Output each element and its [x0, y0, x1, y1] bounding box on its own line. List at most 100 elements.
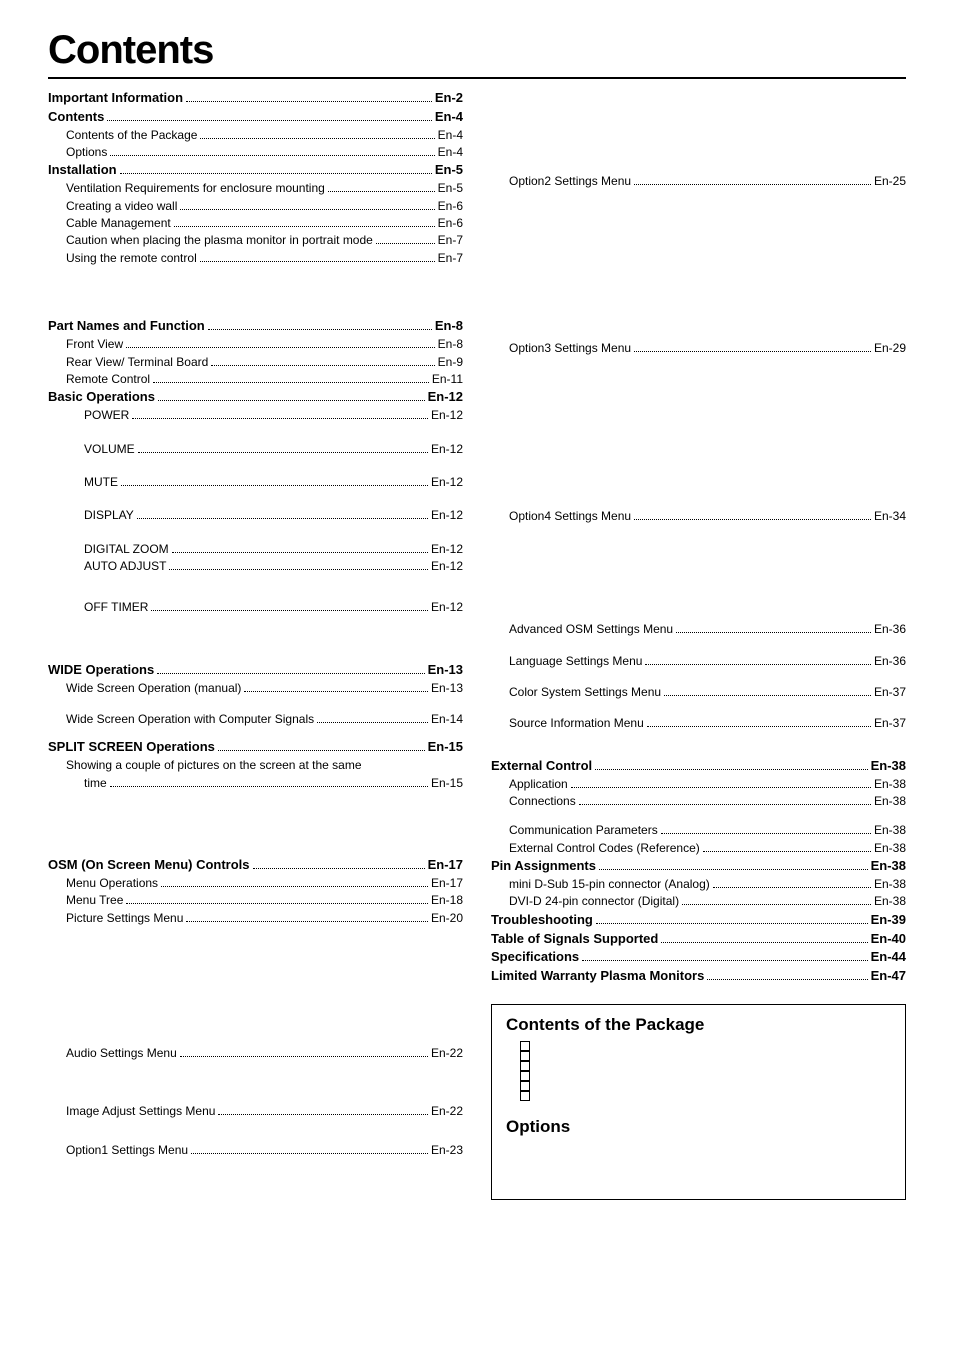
- toc-line: Source Information MenuEn-37: [491, 715, 906, 732]
- spacer: [48, 425, 463, 441]
- toc-page: En-14: [431, 711, 463, 728]
- toc-page: En-5: [438, 180, 463, 197]
- leader-dots: [218, 750, 425, 751]
- leader-dots: [110, 786, 428, 787]
- toc-page: En-15: [431, 775, 463, 792]
- leader-dots: [121, 485, 428, 486]
- toc-line: Creating a video wallEn-6: [48, 198, 463, 215]
- leader-dots: [120, 173, 432, 174]
- toc-line: InstallationEn-5: [48, 161, 463, 180]
- toc-entry: Contents of the Package: [66, 127, 197, 144]
- toc-page: En-38: [874, 893, 906, 910]
- leader-dots: [661, 833, 871, 834]
- toc-heading: Pin Assignments: [491, 857, 596, 876]
- toc-heading: OSM (On Screen Menu) Controls: [48, 856, 250, 875]
- toc-entry: Color System Settings Menu: [509, 684, 661, 701]
- toc-page: En-12: [431, 558, 463, 575]
- toc-line: Image Adjust Settings MenuEn-22: [48, 1103, 463, 1120]
- leader-dots: [138, 452, 428, 453]
- checklist-item: [520, 1041, 891, 1051]
- toc-entry: Caution when placing the plasma monitor …: [66, 232, 373, 249]
- title-rule: [48, 77, 906, 79]
- toc-line: Contents of the PackageEn-4: [48, 127, 463, 144]
- toc-line: TroubleshootingEn-39: [491, 911, 906, 930]
- leader-dots: [191, 1153, 428, 1154]
- checkbox-icon: [520, 1061, 530, 1071]
- toc-page: En-4: [435, 108, 463, 127]
- toc-page: En-13: [431, 680, 463, 697]
- leader-dots: [703, 851, 871, 852]
- toc-heading: Limited Warranty Plasma Monitors: [491, 967, 704, 986]
- toc-page: En-38: [874, 876, 906, 893]
- leader-dots: [126, 347, 435, 348]
- spacer: [48, 792, 463, 856]
- leader-dots: [682, 904, 871, 905]
- toc-page: En-6: [438, 198, 463, 215]
- leader-dots: [161, 886, 428, 887]
- toc-page: En-2: [435, 89, 463, 108]
- toc-page: En-12: [431, 441, 463, 458]
- spacer: [491, 639, 906, 653]
- toc-entry: DISPLAY: [84, 507, 134, 524]
- toc-heading: SPLIT SCREEN Operations: [48, 738, 215, 757]
- toc-line: Showing a couple of pictures on the scre…: [48, 757, 463, 774]
- toc-entry: Language Settings Menu: [509, 653, 642, 670]
- spacer: [48, 617, 463, 661]
- toc-entry: Cable Management: [66, 215, 171, 232]
- toc-entry: Options: [66, 144, 107, 161]
- toc-line: Caution when placing the plasma monitor …: [48, 232, 463, 249]
- toc-entry: Advanced OSM Settings Menu: [509, 621, 673, 638]
- toc-heading: Specifications: [491, 948, 579, 967]
- spacer: [48, 1120, 463, 1142]
- leader-dots: [200, 138, 434, 139]
- toc-page: En-5: [435, 161, 463, 180]
- toc-entry: Option1 Settings Menu: [66, 1142, 188, 1159]
- toc-page: En-20: [431, 910, 463, 927]
- toc-line: DIGITAL ZOOMEn-12: [48, 541, 463, 558]
- toc-line: Advanced OSM Settings MenuEn-36: [491, 621, 906, 638]
- toc-line: VOLUMEEn-12: [48, 441, 463, 458]
- leader-dots: [157, 673, 424, 674]
- leader-dots: [180, 209, 434, 210]
- toc-line: Basic OperationsEn-12: [48, 388, 463, 407]
- leader-dots: [211, 365, 434, 366]
- toc-line: External ControlEn-38: [491, 757, 906, 776]
- checklist-item: [520, 1081, 891, 1091]
- leader-dots: [645, 664, 871, 665]
- leader-dots: [132, 418, 428, 419]
- toc-entry: OFF TIMER: [84, 599, 148, 616]
- checkbox-icon: [520, 1091, 530, 1101]
- leader-dots: [661, 942, 867, 943]
- toc-page: En-11: [432, 371, 463, 388]
- toc-entry: Using the remote control: [66, 250, 197, 267]
- toc-heading: Important Information: [48, 89, 183, 108]
- leader-dots: [137, 518, 428, 519]
- toc-entry: Option4 Settings Menu: [509, 508, 631, 525]
- toc-entry: AUTO ADJUST: [84, 558, 166, 575]
- spacer: [48, 927, 463, 1045]
- toc-line: Front ViewEn-8: [48, 336, 463, 353]
- spacer: [491, 810, 906, 822]
- toc-entry: POWER: [84, 407, 129, 424]
- toc-line: WIDE OperationsEn-13: [48, 661, 463, 680]
- toc-line: Limited Warranty Plasma MonitorsEn-47: [491, 967, 906, 986]
- toc-heading: Table of Signals Supported: [491, 930, 658, 949]
- toc-page: En-12: [431, 599, 463, 616]
- toc-entry: Menu Tree: [66, 892, 123, 909]
- leader-dots: [126, 903, 428, 904]
- toc-page: En-25: [874, 173, 906, 190]
- toc-heading: External Control: [491, 757, 592, 776]
- leader-dots: [151, 610, 428, 611]
- toc-right-column: Option2 Settings MenuEn-25Option3 Settin…: [491, 89, 906, 1200]
- toc-page: En-44: [871, 948, 906, 967]
- page-title: Contents: [48, 28, 906, 73]
- toc-page: En-22: [431, 1103, 463, 1120]
- toc-line: Remote ControlEn-11: [48, 371, 463, 388]
- box-title: Contents of the Package: [506, 1015, 891, 1035]
- toc-page: En-38: [874, 822, 906, 839]
- toc-line: External Control Codes (Reference)En-38: [491, 840, 906, 857]
- leader-dots: [676, 632, 871, 633]
- toc-line: Pin AssignmentsEn-38: [491, 857, 906, 876]
- toc-page: En-8: [438, 336, 463, 353]
- spacer: [48, 1063, 463, 1103]
